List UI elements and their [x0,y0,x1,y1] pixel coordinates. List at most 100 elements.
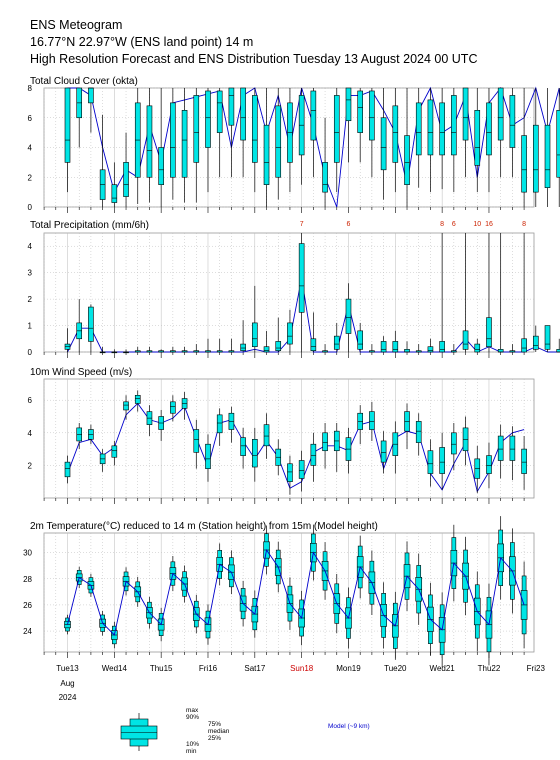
legend-min: min [186,748,197,755]
box [322,432,328,452]
box [64,461,71,478]
exceedance-label: 10 [473,221,481,228]
y-tick-label: 0 [28,203,33,212]
box [404,135,410,185]
box [415,102,422,156]
box [298,243,305,313]
box [357,330,363,350]
box [310,90,317,141]
box [369,90,375,141]
day-label: Thu22 [478,664,501,673]
box [451,432,457,455]
panel-title: 2m Temperature(°C) reduced to 14 m (Stat… [30,521,378,532]
box [275,105,282,178]
legend-p75: 75% [208,721,221,728]
box [380,117,387,171]
box [532,124,539,193]
box [462,87,469,141]
box [111,184,118,203]
box [123,162,129,197]
box [439,447,445,474]
y-tick-label: 2 [28,461,33,470]
legend-p25: 25% [208,735,221,742]
box [88,87,94,104]
box [205,90,211,148]
box [521,338,527,353]
box [462,330,469,350]
hres-line [67,548,525,636]
y-tick-label: 6 [28,396,33,405]
box [205,443,211,469]
box [544,325,551,350]
box [146,105,153,178]
day-label: Tue20 [384,664,407,673]
box [252,439,258,468]
month-label: Aug [60,679,74,688]
year-label: 2024 [59,693,77,702]
box [216,90,223,133]
box [298,460,305,479]
y-tick-label: 2 [28,295,33,304]
y-tick-label: 24 [23,627,32,636]
y-tick-label: 6 [28,114,33,123]
box [240,437,246,456]
box [333,335,340,350]
y-tick-label: 8 [28,84,33,93]
day-label: Fri23 [527,664,546,673]
box [380,440,387,463]
box [181,110,188,178]
exceedance-label: 8 [522,221,526,228]
box [158,147,164,185]
box [134,395,141,404]
box [64,87,71,163]
box [170,102,176,178]
box [415,421,422,443]
box [287,322,293,345]
box [252,322,258,348]
box [497,87,504,141]
panel-title: Total Cloud Cover (okta) [30,76,138,87]
y-tick-label: 2 [28,173,33,182]
box [486,455,492,474]
box [427,99,434,156]
day-label: Mon19 [336,664,361,673]
box [216,414,223,434]
box [322,162,328,193]
day-label: Thu15 [150,664,173,673]
box [369,411,375,430]
box [439,102,445,156]
box [556,110,560,178]
box [240,343,246,351]
y-tick-label: 28 [23,575,32,584]
box [486,317,492,348]
box [345,87,352,122]
box [287,463,293,482]
box [532,335,539,350]
y-tick-label: 0 [28,348,33,357]
day-label: Wed14 [102,664,128,673]
box [392,341,399,353]
box [345,298,352,334]
meteogram-title: ENS Meteogram [30,18,123,32]
forecast-description: High Resolution Forecast and ENS Distrib… [30,52,478,66]
legend-median-label: median [208,728,230,735]
legend-max: max [186,707,199,714]
legend-p90: 90% [186,714,199,721]
day-label: Tue13 [56,664,79,673]
box [310,338,317,351]
day-label: Sun18 [290,664,314,673]
panel-title: 10m Wind Speed (m/s) [30,367,132,378]
y-tick-label: 26 [23,601,32,610]
x-axis: Tue13 Wed14 Thu15 Fri16 Sat17 Sun18 Mon19 Tue20… [56,664,545,702]
box [88,306,94,342]
box [497,349,504,353]
legend-p10: 10% [186,741,199,748]
y-tick-label: 4 [28,429,33,438]
box [228,87,235,126]
box [392,105,399,163]
exceedance-label: 6 [347,221,351,228]
y-tick-label: 4 [28,242,33,251]
box [439,341,445,353]
